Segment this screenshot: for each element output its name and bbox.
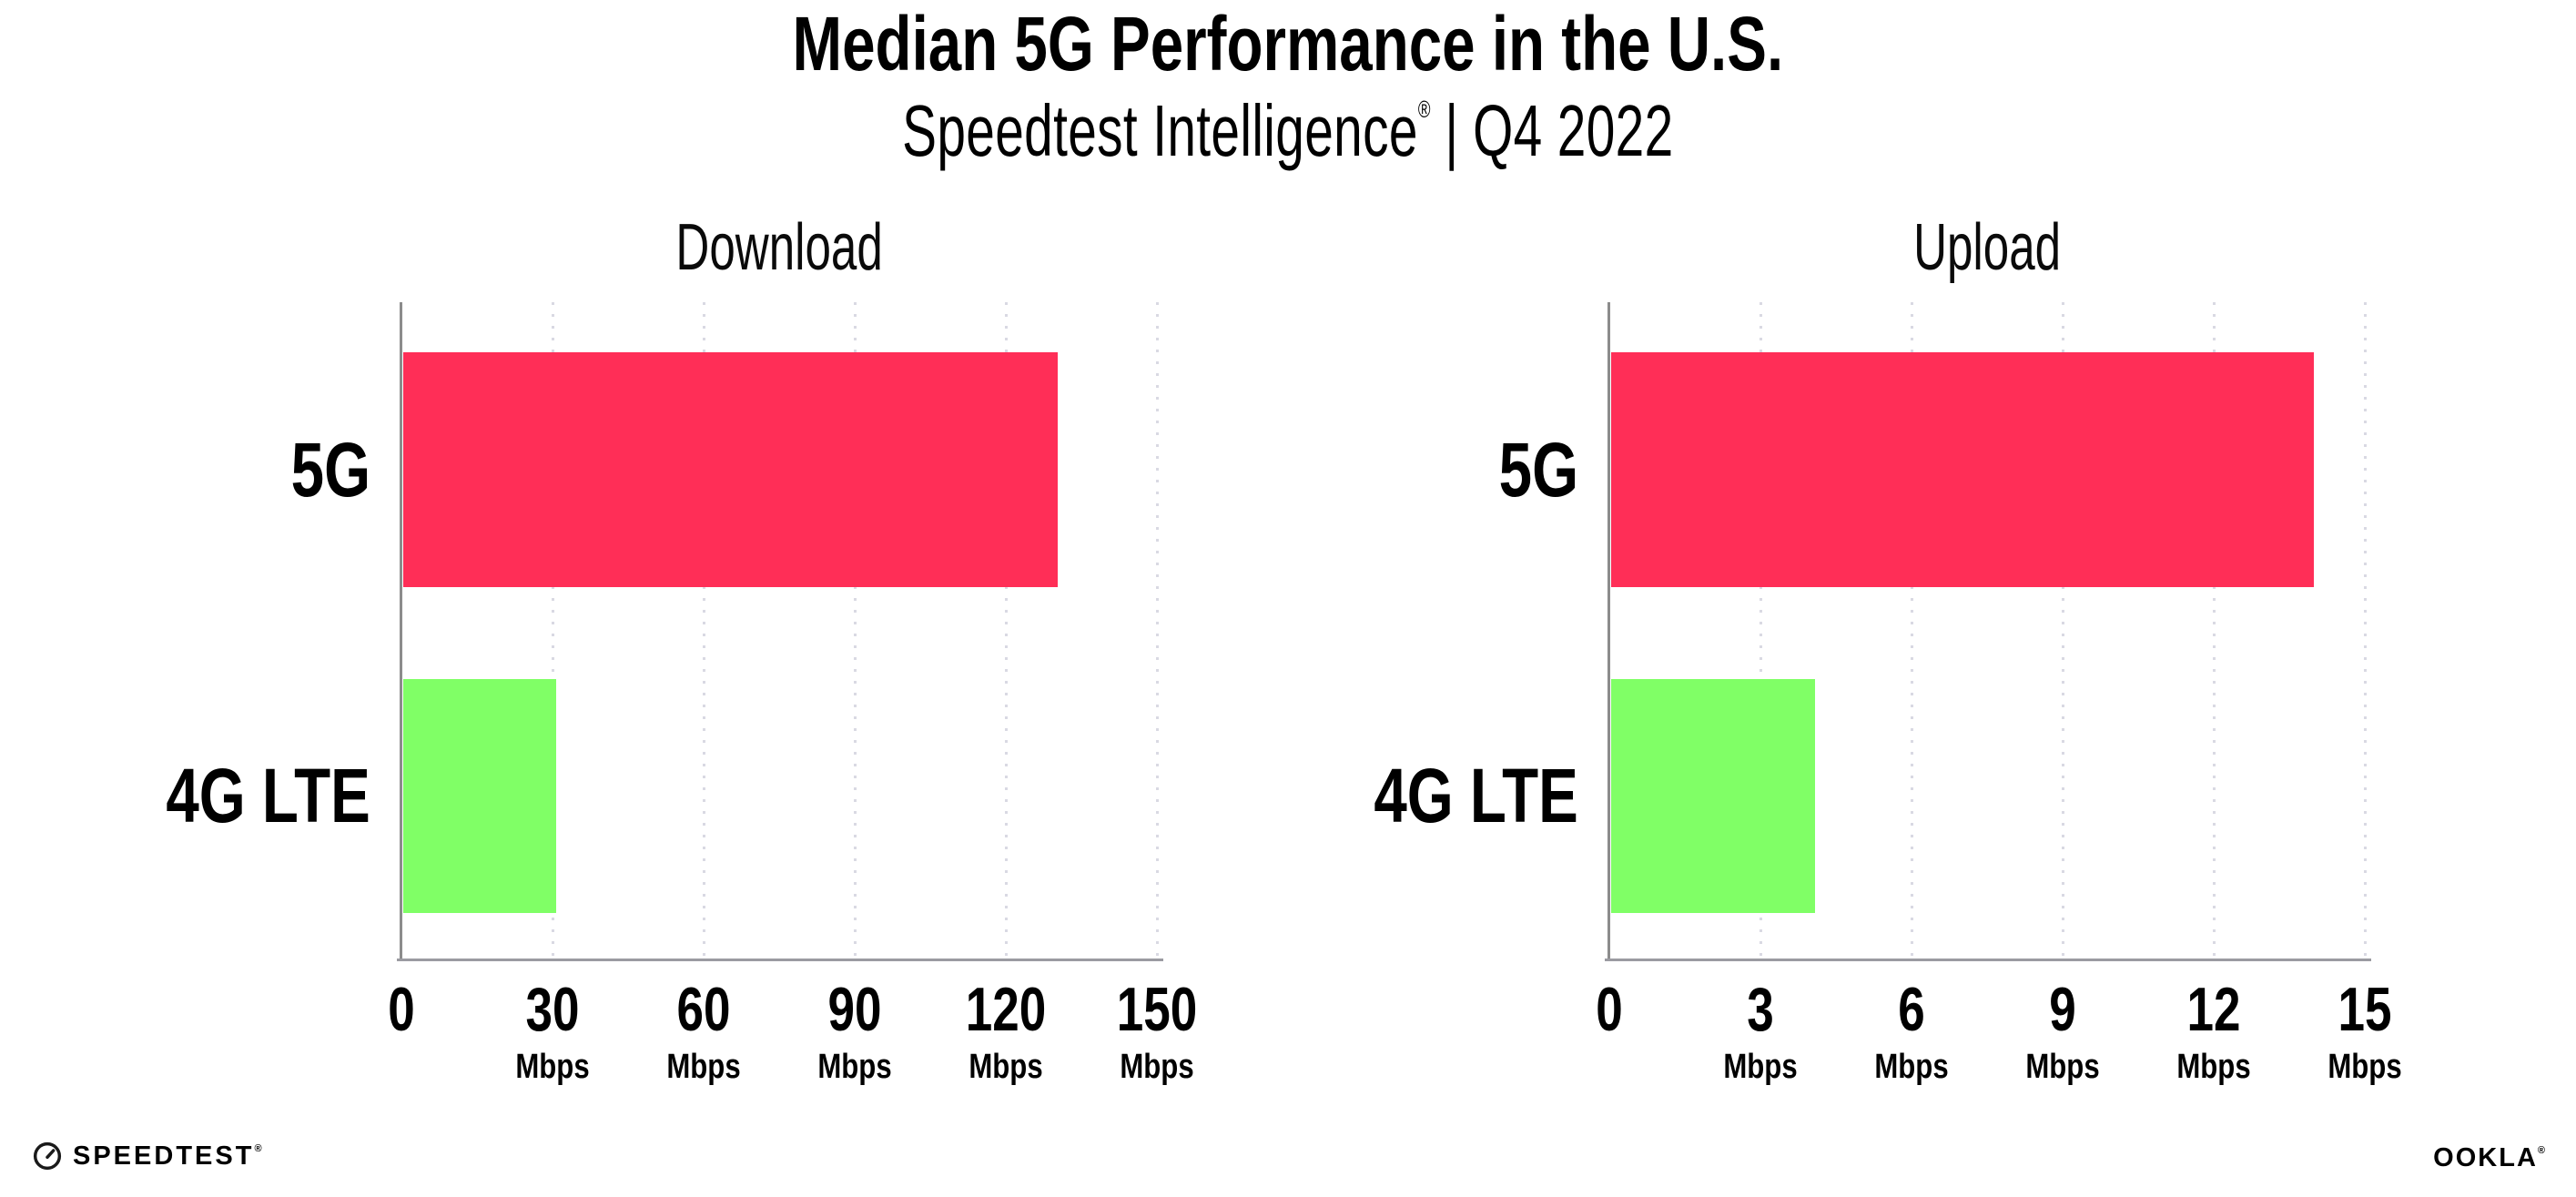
category-label-4g-lte-download: 4G LTE: [166, 753, 370, 838]
x-tick-unit: Mbps: [817, 1048, 892, 1086]
x-tick-unit: Mbps: [2025, 1048, 2100, 1086]
gridline-3-mbps: [1760, 302, 1762, 959]
x-tick-unit: Mbps: [515, 1048, 590, 1086]
x-tick-unit: Mbps: [666, 1048, 741, 1086]
category-label-5g-download: 5G: [290, 427, 370, 512]
x-tick-9-upload: 9 Mbps: [1926, 979, 2199, 1084]
bar-4g-lte-upload: [1611, 679, 1816, 913]
ookla-logo: OOKLA®: [2433, 1145, 2545, 1172]
x-tick-value: 0: [1596, 975, 1623, 1044]
ookla-wordmark: OOKLA: [2433, 1143, 2538, 1172]
gridline-9-mbps: [2062, 302, 2064, 959]
speedtest-registered-symbol: ®: [254, 1142, 262, 1154]
x-tick-value: 0: [388, 975, 415, 1044]
gridline-12-mbps: [2213, 302, 2216, 959]
x-tick-unit: Mbps: [2328, 1048, 2402, 1086]
gridline-6-mbps: [1911, 302, 1913, 959]
x-tick-value: 15: [2338, 975, 2392, 1044]
x-tick-12-upload: 12 Mbps: [2077, 979, 2350, 1084]
gridline-120-mbps: [1005, 302, 1008, 959]
upload-y-axis-line: [1607, 302, 1610, 960]
bar-5g-download: [403, 352, 1058, 587]
x-tick-3-upload: 3 Mbps: [1624, 979, 1897, 1084]
x-tick-value: 12: [2186, 975, 2241, 1044]
page-title-text: Median 5G Performance in the U.S.: [792, 1, 1784, 86]
gridline-30-mbps: [552, 302, 554, 959]
x-tick-0-upload: 0: [1473, 979, 1746, 1040]
speedtest-logo: SPEEDTEST®: [33, 1141, 262, 1171]
speedtest-wordmark: SPEEDTEST®: [73, 1141, 262, 1171]
bar-4g-lte-download: [403, 679, 557, 913]
x-tick-value: 3: [1747, 975, 1774, 1044]
upload-chart-title-text: Upload: [1912, 211, 2061, 284]
x-tick-90-download: 90 Mbps: [718, 979, 991, 1084]
x-tick-unit: Mbps: [2176, 1048, 2251, 1086]
x-tick-value: 9: [2049, 975, 2076, 1044]
subtitle-separator: |: [1445, 90, 1459, 171]
category-label-4g-lte-upload: 4G LTE: [1374, 753, 1578, 838]
category-label-5g-upload: 5G: [1498, 427, 1578, 512]
subtitle-period: Q4 2022: [1473, 90, 1674, 171]
x-tick-value: 6: [1898, 975, 1925, 1044]
x-tick-120-download: 120 Mbps: [869, 979, 1142, 1084]
gridline-15-mbps: [2364, 302, 2367, 959]
x-tick-unit: Mbps: [1723, 1048, 1798, 1086]
x-tick-60-download: 60 Mbps: [567, 979, 840, 1084]
x-tick-0-download: 0: [265, 979, 538, 1040]
x-tick-unit: Mbps: [969, 1048, 1043, 1086]
bar-5g-upload: [1611, 352, 2315, 587]
x-tick-value: 60: [676, 975, 731, 1044]
x-tick-6-upload: 6 Mbps: [1775, 979, 2048, 1084]
x-tick-value: 150: [1116, 975, 1198, 1044]
download-chart-title: Download: [401, 215, 1157, 280]
gridline-90-mbps: [854, 302, 857, 959]
page-subtitle: Speedtest Intelligence® | Q4 2022: [0, 91, 2576, 171]
x-tick-150-download: 150 Mbps: [1020, 979, 1293, 1084]
upload-x-axis-line: [1605, 959, 2371, 961]
upload-chart-title: Upload: [1609, 215, 2365, 280]
speedtest-gauge-icon: [33, 1141, 62, 1171]
speedtest-wordmark-text: SPEEDTEST: [73, 1141, 255, 1171]
upload-chart: Upload 5G 4G LTE 0 3 Mbps 6 Mbps 9 Mbps 12 Mbps 15 M…: [1374, 215, 2402, 1084]
x-tick-value: 120: [965, 975, 1047, 1044]
x-tick-30-download: 30 Mbps: [416, 979, 689, 1084]
gridline-60-mbps: [703, 302, 705, 959]
download-chart: Download 5G 4G LTE 0 30 Mbps 60 Mbps 90 Mbps 120 M…: [167, 215, 1198, 1084]
x-tick-unit: Mbps: [1120, 1048, 1194, 1086]
download-y-axis-line: [400, 302, 402, 960]
x-tick-unit: Mbps: [1874, 1048, 1949, 1086]
page-title: Median 5G Performance in the U.S.: [0, 1, 2576, 86]
registered-trademark-symbol: ®: [1418, 96, 1431, 123]
download-x-axis-line: [397, 959, 1163, 961]
x-tick-value: 30: [525, 975, 580, 1044]
gridline-150-mbps: [1156, 302, 1159, 959]
download-chart-title-text: Download: [675, 211, 883, 284]
x-tick-value: 90: [827, 975, 882, 1044]
subtitle-brand: Speedtest Intelligence: [902, 90, 1419, 171]
page-subtitle-text: Speedtest Intelligence® | Q4 2022: [902, 91, 1673, 171]
ookla-registered-symbol: ®: [2537, 1145, 2545, 1156]
x-tick-15-upload: 15 Mbps: [2228, 979, 2501, 1084]
